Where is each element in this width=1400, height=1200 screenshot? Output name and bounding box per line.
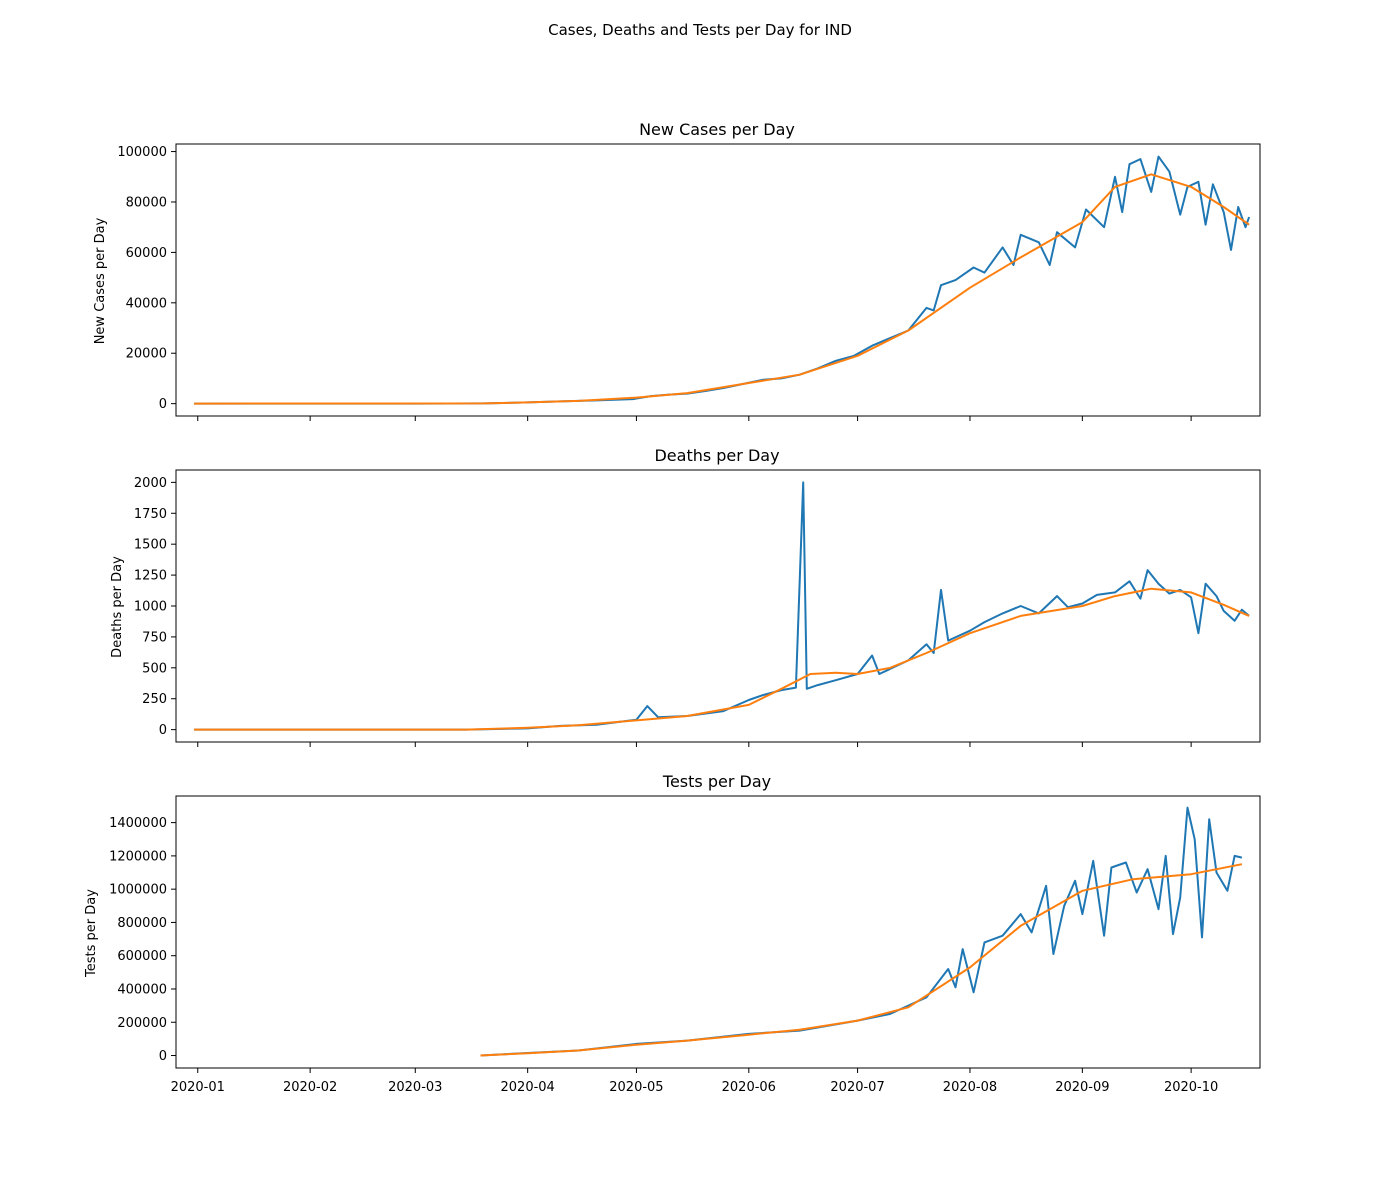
tests-y-tick-label: 1000000 — [109, 883, 167, 898]
tests-x-tick-label: 2020-04 — [501, 1080, 555, 1095]
panel-title-deaths: Deaths per Day — [654, 446, 779, 465]
new-cases-series-daily-line — [194, 157, 1249, 404]
y-axis-label-tests: Tests per Day — [84, 889, 99, 978]
deaths-y-tick-label: 250 — [142, 692, 167, 707]
new-cases-y-tick-label: 80000 — [126, 195, 167, 210]
new-cases-y-tick-label: 40000 — [126, 296, 167, 311]
panel-tests: Tests per Day Tests per Day 0 200000 40000… — [84, 772, 1260, 1095]
deaths-y-tick-label: 1250 — [134, 569, 167, 584]
tests-x-tick-label: 2020-03 — [388, 1080, 442, 1095]
panel-new-cases: New Cases per Day New Cases per Day 0 200… — [93, 120, 1260, 421]
tests-axes-frame — [176, 796, 1260, 1068]
deaths-y-tick-label: 1750 — [134, 507, 167, 522]
tests-x-tick-label: 2020-06 — [722, 1080, 776, 1095]
tests-x-tick-label: 2020-05 — [609, 1080, 663, 1095]
new-cases-y-tick-label: 20000 — [126, 347, 167, 362]
figure-suptitle: Cases, Deaths and Tests per Day for IND — [548, 21, 852, 39]
tests-x-tick-label: 2020-10 — [1164, 1080, 1218, 1095]
deaths-y-tick-label: 2000 — [134, 476, 167, 491]
panel-title-tests: Tests per Day — [662, 772, 771, 791]
new-cases-axes-frame — [176, 144, 1260, 416]
deaths-y-tick-label: 500 — [142, 661, 167, 676]
tests-y-tick-label: 800000 — [117, 916, 167, 931]
tests-y-tick-label: 1200000 — [109, 849, 167, 864]
deaths-y-tick-label: 1000 — [134, 600, 167, 615]
y-axis-label-new-cases: New Cases per Day — [93, 217, 108, 344]
deaths-series-daily-line — [194, 482, 1249, 729]
deaths-axes-frame — [176, 470, 1260, 742]
tests-x-tick-label: 2020-02 — [283, 1080, 337, 1095]
tests-x-tick-label: 2020-07 — [830, 1080, 884, 1095]
new-cases-y-tick-label: 0 — [159, 397, 167, 412]
deaths-y-tick-label: 0 — [159, 723, 167, 738]
deaths-y-tick-label: 750 — [142, 630, 167, 645]
tests-x-tick-label: 2020-08 — [943, 1080, 997, 1095]
tests-x-tick-label: 2020-09 — [1055, 1080, 1109, 1095]
tests-y-tick-label: 600000 — [117, 949, 167, 964]
deaths-series-smoothed-line — [194, 589, 1249, 730]
tests-series-smoothed-line — [481, 864, 1242, 1055]
panel-deaths: Deaths per Day Deaths per Day 0 250 500 750… — [110, 446, 1260, 747]
new-cases-series-smoothed-line — [194, 174, 1249, 403]
tests-y-tick-label: 0 — [159, 1049, 167, 1064]
tests-y-tick-label: 200000 — [117, 1016, 167, 1031]
tests-series-daily-line — [481, 808, 1242, 1056]
tests-y-tick-label: 1400000 — [109, 816, 167, 831]
y-axis-label-deaths: Deaths per Day — [110, 556, 125, 658]
new-cases-y-tick-label: 100000 — [117, 145, 167, 160]
new-cases-y-tick-label: 60000 — [126, 246, 167, 261]
tests-y-tick-label: 400000 — [117, 982, 167, 997]
deaths-y-tick-label: 1500 — [134, 538, 167, 553]
tests-x-tick-label: 2020-01 — [171, 1080, 225, 1095]
panel-title-new-cases: New Cases per Day — [639, 120, 795, 139]
